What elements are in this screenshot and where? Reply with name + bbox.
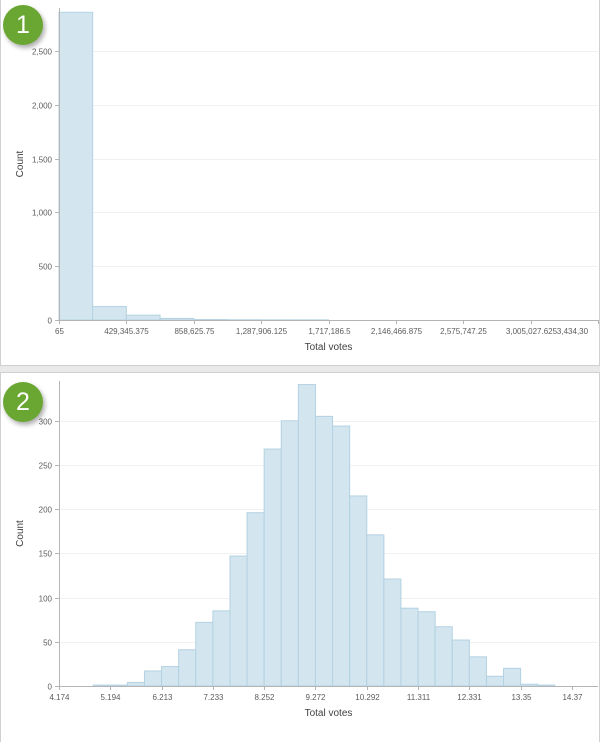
histogram-bar[interactable] xyxy=(263,448,282,687)
x-tick-label: 9.272 xyxy=(305,693,326,702)
y-axis-title: Count xyxy=(15,520,26,547)
histogram-bar[interactable] xyxy=(92,684,111,687)
histogram-bar[interactable] xyxy=(434,626,453,687)
histogram-bar[interactable] xyxy=(195,621,214,687)
x-tick-label: 7.233 xyxy=(203,693,224,702)
x-tick-label: 4.174 xyxy=(49,693,70,702)
histogram-bar[interactable] xyxy=(143,670,163,687)
histogram-bar[interactable] xyxy=(400,607,419,687)
y-tick-label: 50 xyxy=(43,639,52,648)
y-tick-label: 500 xyxy=(39,263,53,272)
x-tick-label: 1,717,186.5 xyxy=(308,327,351,336)
histogram-bar[interactable] xyxy=(349,495,368,687)
chart-2-svg[interactable]: 0 50 100 150 200 250 300 4.174 5.194 6.213 7.233 8.… xyxy=(1,373,600,741)
x-axis-title: Total votes xyxy=(305,342,353,353)
chart-1-svg[interactable]: 0 500 1,000 1,500 2,000 2,500 65 429,345.375 858… xyxy=(1,0,600,364)
y-tick-label: 1,500 xyxy=(32,156,53,165)
chart-1-container[interactable]: 0 500 1,000 1,500 2,000 2,500 65 429,345.375 858… xyxy=(1,0,600,365)
histogram-bar[interactable] xyxy=(109,684,128,687)
histogram-bar[interactable] xyxy=(485,675,505,687)
histogram-bar[interactable] xyxy=(126,681,145,687)
histogram-bar[interactable] xyxy=(212,610,231,687)
x-tick-label: 8.252 xyxy=(254,693,275,702)
histogram-bar[interactable] xyxy=(92,306,127,321)
x-tick-label: 13.35 xyxy=(511,693,532,702)
histogram-bar[interactable] xyxy=(280,420,299,687)
histogram-bar[interactable] xyxy=(503,667,522,687)
step-badge-2: 2 xyxy=(3,382,43,422)
y-tick-label: 0 xyxy=(48,317,53,326)
histogram-bar[interactable] xyxy=(159,317,195,321)
x-tick-label: 12.331 xyxy=(457,693,482,702)
x-tick-label: 2,575,747.25 xyxy=(440,327,487,336)
y-tick-label: 0 xyxy=(48,683,53,692)
y-tick-label: 100 xyxy=(39,595,53,604)
y-tick-label: 300 xyxy=(39,418,53,427)
histogram-bar[interactable] xyxy=(125,314,161,321)
x-tick-label: 6.213 xyxy=(152,693,173,702)
histogram-bar[interactable] xyxy=(297,384,316,687)
y-axis-title: Count xyxy=(15,150,26,177)
x-tick-label: 14.37 xyxy=(562,693,583,702)
histogram-bar[interactable] xyxy=(520,683,539,687)
histogram-bar[interactable] xyxy=(383,578,402,687)
x-tick-label: 5.194 xyxy=(100,693,121,702)
histogram-bar[interactable] xyxy=(193,319,228,321)
histogram-bar[interactable] xyxy=(468,656,487,687)
x-tick-label: 65 xyxy=(55,327,64,336)
x-tick-label: 429,345.375 xyxy=(104,327,149,336)
x-tick-label: 2,146,466.875 xyxy=(371,327,423,336)
histogram-bar[interactable] xyxy=(178,649,197,687)
histogram-bar[interactable] xyxy=(332,425,351,687)
x-tick-label: 3,434,30 xyxy=(557,327,589,336)
chart-2-container[interactable]: 0 50 100 150 200 250 300 4.174 5.194 6.213 7.233 8.… xyxy=(1,373,600,742)
x-tick-label: 3,005,027.625 xyxy=(506,327,558,336)
y-tick-label: 1,000 xyxy=(32,209,53,218)
y-tick-label: 250 xyxy=(39,462,53,471)
histogram-panel-2: 0 50 100 150 200 250 300 4.174 5.194 6.213 7.233 8.… xyxy=(0,372,600,742)
histogram-bar[interactable] xyxy=(246,512,265,687)
histogram-bar[interactable] xyxy=(537,684,556,687)
histogram-panel-1: 0 500 1,000 1,500 2,000 2,500 65 429,345.375 858… xyxy=(0,0,600,366)
x-axis-title: Total votes xyxy=(305,708,353,719)
x-tick-label: 1,287,906.125 xyxy=(236,327,288,336)
x-tick-label: 10.292 xyxy=(355,693,380,702)
histogram-bar[interactable] xyxy=(58,11,94,321)
histogram-bar[interactable] xyxy=(229,555,248,687)
y-tick-label: 2,000 xyxy=(32,102,53,111)
histogram-bar[interactable] xyxy=(366,534,385,687)
x-tick-label: 858,625.75 xyxy=(174,327,215,336)
histogram-bar[interactable] xyxy=(314,415,334,687)
x-tick-label: 11.311 xyxy=(407,693,431,702)
step-badge-1: 1 xyxy=(3,5,43,45)
histogram-bar[interactable] xyxy=(451,639,470,687)
histogram-bar[interactable] xyxy=(161,666,180,687)
histogram-bar[interactable] xyxy=(417,611,436,687)
y-tick-label: 150 xyxy=(39,550,53,559)
y-tick-label: 200 xyxy=(39,506,53,515)
y-tick-label: 2,500 xyxy=(32,48,53,57)
